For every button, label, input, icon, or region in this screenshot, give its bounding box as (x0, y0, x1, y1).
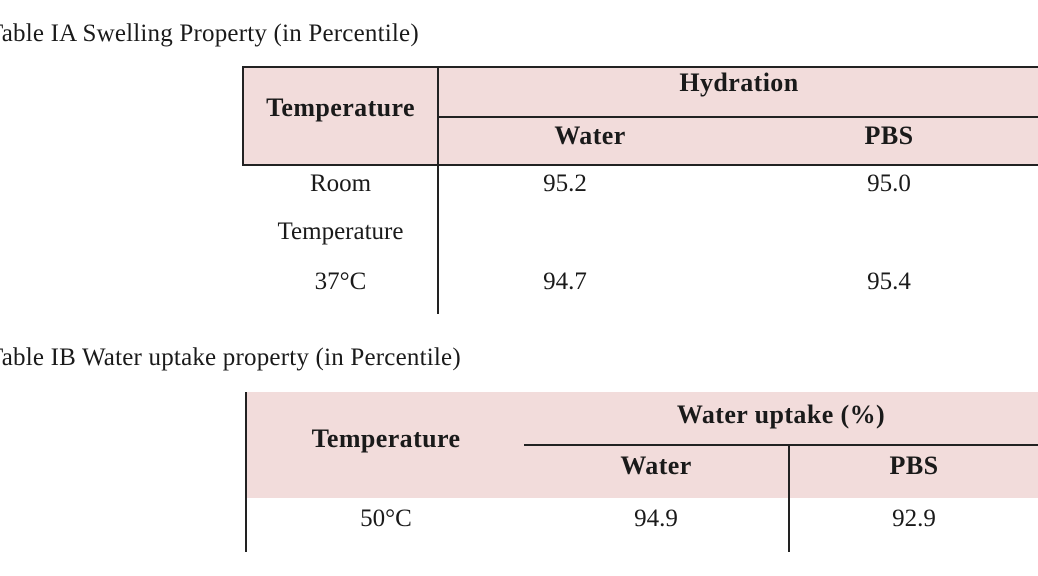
table-ia-row1-pbs: 95.0 (867, 170, 911, 197)
table-ia-row2-pbs: 95.4 (867, 268, 911, 295)
table-ib-left-border (245, 392, 247, 552)
table-ia-header-temperature: Temperature (266, 93, 415, 122)
table-ib-column-divider (788, 446, 790, 552)
table-ib-row1-temperature: 50°C (360, 505, 412, 532)
table-ia-top-rule (242, 66, 1038, 68)
table-ib-group-rule (524, 444, 1038, 446)
table-ia-row1-water: 95.2 (543, 170, 587, 197)
table-ib-row1-pbs: 92.9 (892, 505, 936, 532)
table-ia-row1-temperature-line1: Room (309, 170, 372, 197)
table-ib-header-pbs: PBS (889, 451, 939, 480)
table-ia-row2-temperature: 37°C (314, 268, 367, 295)
table-ia-caption: Table IA Swelling Property (in Percentil… (0, 20, 419, 47)
table-ib-header-temperature: Temperature (311, 424, 461, 453)
table-ia-left-border (242, 66, 244, 166)
table-ib-header-water: Water (620, 451, 692, 480)
table-ia-header-pbs: PBS (864, 121, 914, 150)
table-ib-header-water-uptake: Water uptake (%) (676, 400, 886, 429)
table-ia-header-hydration: Hydration (679, 68, 799, 97)
table-ib-caption: Table IB Water uptake property (in Perce… (0, 344, 461, 371)
table-ia-column-divider (437, 66, 439, 314)
table-ia-row1-temperature-line2: Temperature (277, 218, 404, 245)
table-ia-header-water: Water (554, 121, 626, 150)
table-ia-header-rule (242, 164, 1038, 166)
table-ia-group-rule (438, 116, 1038, 118)
table-ib-row1-water: 94.9 (634, 505, 678, 532)
table-ia-row2-water: 94.7 (543, 268, 587, 295)
